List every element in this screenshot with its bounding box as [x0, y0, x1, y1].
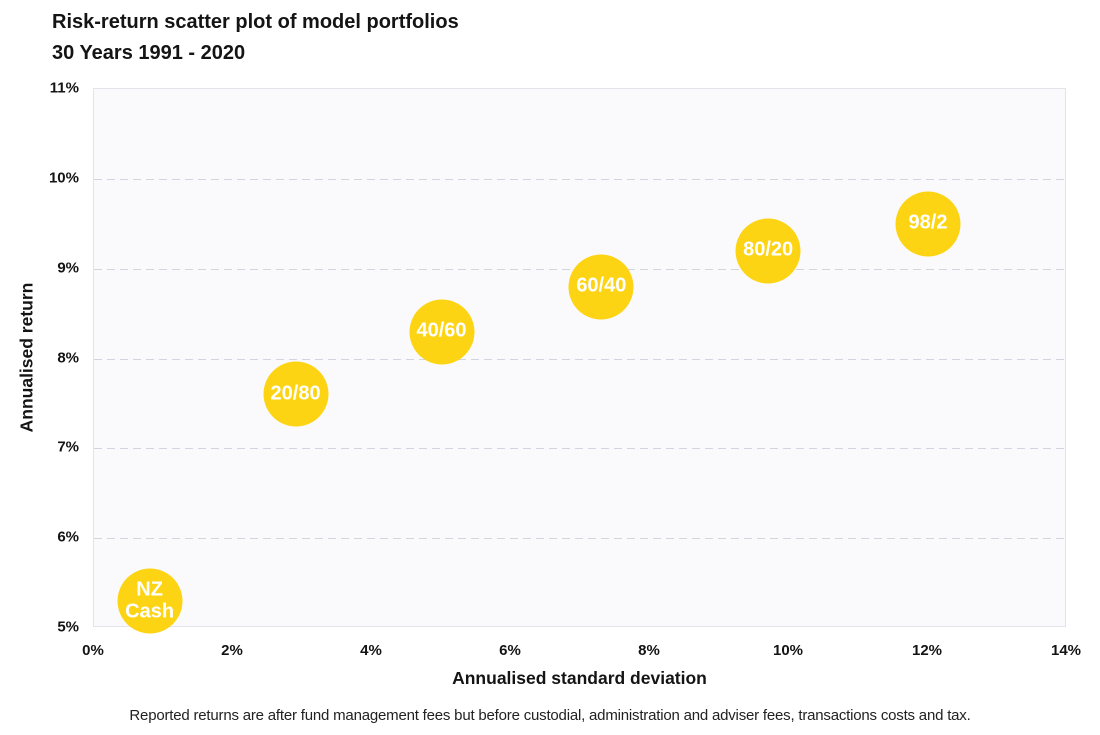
x-axis-tick-label: 2%	[221, 642, 243, 659]
chart-subtitle: 30 Years 1991 - 2020	[52, 42, 246, 64]
h-gridline	[94, 448, 1065, 450]
y-axis-tick-label: 11%	[49, 79, 79, 97]
x-axis-tick-label: 8%	[638, 642, 660, 659]
bubble-nz-cash: NZ Cash	[117, 568, 183, 634]
h-gridline	[94, 178, 1065, 180]
bubble-60-40: 60/40	[568, 254, 634, 320]
chart-title: Risk-return scatter plot of model portfo…	[52, 11, 459, 33]
bubble-98-2: 98/2	[895, 191, 961, 257]
bubble-40-60: 40/60	[409, 299, 474, 365]
h-gridline	[94, 358, 1065, 360]
y-axis-tick-label: 8%	[57, 349, 79, 366]
bubble-80-20: 80/20	[735, 218, 801, 284]
h-gridline	[94, 538, 1065, 540]
y-axis-tick-label: 10%	[48, 169, 79, 187]
x-axis-tick-label: 4%	[360, 642, 382, 659]
x-axis-tick-label: 6%	[499, 642, 521, 659]
chart-title-block: Risk-return scatter plot of model portfo…	[52, 7, 459, 69]
plot-area: NZ Cash 20/80 40/60 60/40 80/20 98/2	[93, 88, 1066, 634]
x-axis-title: Annualised standard deviation	[452, 668, 707, 688]
y-axis-tick-label: 5%	[57, 618, 79, 636]
x-axis-tick-label: 10%	[772, 642, 804, 659]
bubble-20-80: 20/80	[263, 361, 329, 427]
y-axis-tick-label: 7%	[57, 438, 79, 456]
y-axis-tick-label: 6%	[57, 528, 79, 546]
y-axis-tick-label: 9%	[57, 259, 79, 277]
x-axis-tick-label: 0%	[82, 642, 104, 659]
x-axis-tick-label: 14%	[1050, 642, 1082, 659]
x-axis-tick-label: 12%	[911, 642, 943, 659]
footnote: Reported returns are after fund manageme…	[129, 707, 971, 724]
